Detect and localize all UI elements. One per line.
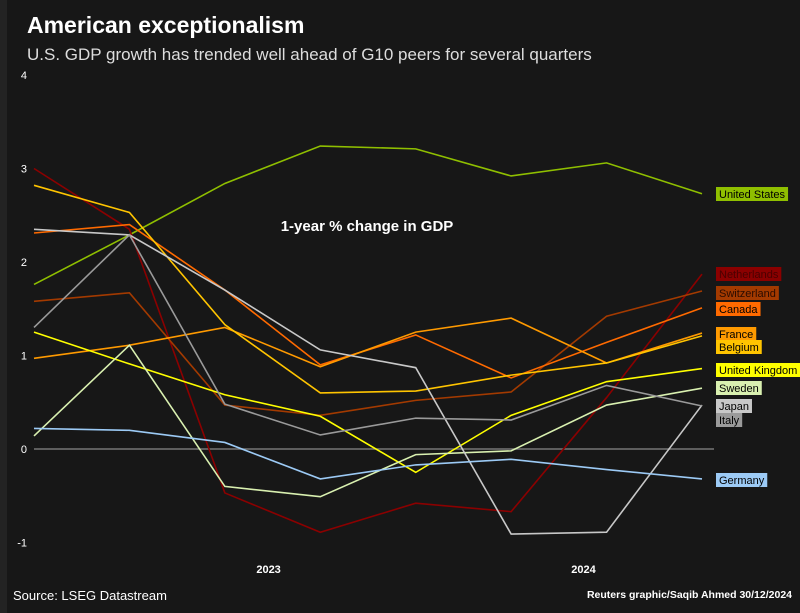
y-tick-label: 4	[21, 70, 27, 82]
legend-swatch	[716, 363, 800, 377]
x-tick-label: 2024	[571, 564, 596, 576]
legend-label: Netherlands	[719, 269, 779, 281]
y-tick-label: -1	[17, 538, 27, 550]
legend-swatch	[716, 473, 768, 487]
series-line-switzerland	[33, 290, 703, 417]
series-line-netherlands	[33, 167, 703, 534]
chart-subtitle: U.S. GDP growth has trended well ahead o…	[27, 45, 592, 64]
chart-title: American exceptionalism	[27, 12, 305, 38]
legend-label: United Kingdom	[719, 365, 797, 377]
legend-swatch	[716, 413, 743, 427]
legend-swatch	[716, 302, 761, 316]
series-line-canada	[33, 223, 703, 379]
credit-note: Reuters graphic/Saqib Ahmed 30/12/2024	[586, 589, 792, 601]
legend-swatch	[716, 381, 762, 395]
series-line-italy	[33, 233, 703, 436]
legend-swatch	[716, 187, 789, 201]
legend-swatch	[716, 267, 782, 281]
legend-swatch	[716, 327, 757, 341]
series-line-france	[33, 317, 703, 368]
legend-label: Canada	[719, 304, 758, 316]
series-line-germany	[33, 427, 703, 480]
y-tick-label: 1	[21, 351, 27, 363]
x-tick-label: 2023	[256, 564, 280, 576]
source-note: Source: LSEG Datastream	[13, 588, 167, 603]
legend-label: Switzerland	[719, 288, 776, 300]
series-line-sweden	[33, 343, 703, 498]
legend-label: United States	[719, 189, 786, 201]
legend-swatch	[716, 399, 752, 413]
plot-area: -1 0 1 2 3 4 2023 2024 1-year % change in GDP Uni…	[17, 70, 800, 576]
legend-label: Sweden	[719, 383, 759, 395]
legend-label: Italy	[719, 415, 740, 427]
legend-label: Germany	[719, 475, 765, 487]
series-line-japan	[33, 228, 703, 535]
legend-label: Japan	[719, 401, 749, 413]
y-tick-label: 3	[21, 164, 27, 176]
legend-label: France	[719, 329, 753, 341]
legend-label: Belgium	[719, 342, 759, 354]
series-line-united-states	[33, 145, 703, 286]
legend-swatch	[716, 286, 779, 300]
legend-swatch	[716, 340, 762, 354]
y-tick-label: 2	[21, 257, 27, 269]
chart-annotation: 1-year % change in GDP	[281, 218, 454, 235]
series-line-belgium	[33, 184, 703, 394]
y-tick-label: 0	[21, 444, 27, 456]
